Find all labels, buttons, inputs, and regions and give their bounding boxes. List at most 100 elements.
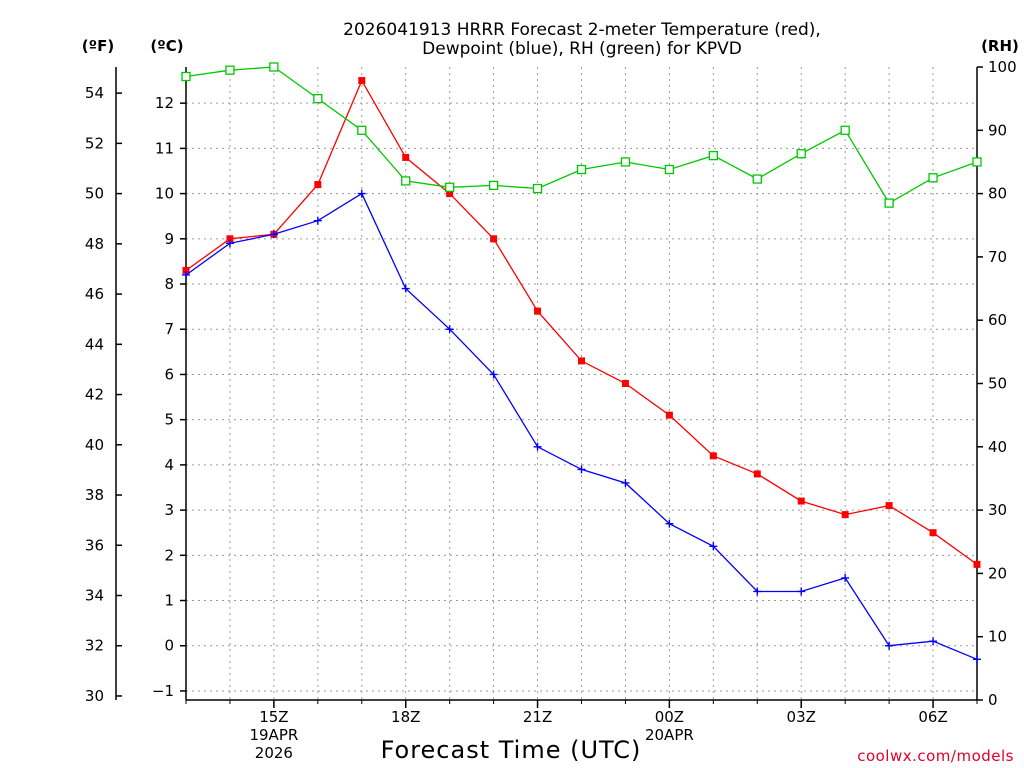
rh-point [928, 173, 938, 183]
temperature-point [358, 77, 366, 85]
chart-title: 2026041913 HRRR Forecast 2-meter Tempera… [343, 20, 821, 59]
fahrenheit-tick-label: 52 [85, 134, 104, 152]
axes: −101234567891011123032343638404244464850… [85, 58, 1017, 762]
grid-lines [185, 67, 978, 700]
celsius-tick-label: 2 [164, 546, 174, 564]
dewpoint-point [753, 587, 762, 596]
temperature-point [753, 470, 761, 478]
rh-point [225, 65, 235, 75]
x-tick-label: 2026 [255, 744, 293, 762]
dewpoint-point [533, 442, 542, 451]
dewpoint-point [577, 465, 586, 474]
rh-point [972, 157, 982, 167]
rh-point [752, 174, 762, 184]
temperature-point [314, 181, 322, 189]
rh-point [181, 71, 191, 82]
fahrenheit-tick-label: 48 [85, 235, 104, 253]
celsius-tick-label: 3 [164, 501, 174, 519]
rh-tick-label: 60 [988, 311, 1007, 329]
temperature-point [665, 411, 673, 419]
rh-tick-label: 40 [988, 438, 1007, 456]
celsius-tick-label: 11 [155, 139, 174, 157]
rh-point [708, 150, 718, 161]
rh-tick-label: 0 [988, 691, 998, 709]
rh-tick-label: 80 [988, 185, 1007, 203]
temperature-point [797, 497, 805, 505]
rh-point [576, 164, 587, 175]
rh-point [664, 164, 675, 175]
x-tick-label: 19APR [249, 726, 298, 744]
rh-point [620, 157, 631, 167]
temperature-point [534, 307, 542, 315]
celsius-tick-label: 9 [164, 230, 174, 248]
rh-tick-label: 20 [988, 564, 1007, 582]
rh-tick-label: 10 [988, 628, 1007, 646]
dewpoint-point [621, 478, 630, 487]
fahrenheit-tick-label: 38 [85, 486, 104, 504]
rh-tick-label: 50 [988, 375, 1007, 393]
celsius-tick-label: 0 [164, 637, 174, 655]
x-axis-title: Forecast Time (UTC) [381, 736, 642, 764]
rh-point [840, 125, 850, 135]
dewpoint-point [973, 655, 981, 664]
x-tick-label: 06Z [918, 708, 947, 726]
celsius-tick-label: −1 [152, 682, 174, 700]
title-line-2: Dewpoint (blue), RH (green) for KPVD [422, 39, 742, 59]
temperature-point [578, 357, 585, 365]
dewpoint-point [401, 284, 410, 293]
dewpoint-point [445, 325, 454, 334]
rh-tick-label: 70 [988, 248, 1007, 266]
fahrenheit-tick-label: 34 [85, 587, 104, 605]
fahrenheit-tick-label: 46 [85, 285, 104, 303]
celsius-tick-label: 1 [164, 592, 174, 610]
dewpoint-point [357, 189, 366, 198]
x-tick-label: 03Z [787, 708, 816, 726]
celsius-tick-label: 7 [164, 320, 174, 338]
dewpoint-point [797, 587, 806, 596]
fahrenheit-tick-label: 32 [85, 637, 104, 655]
temperature-point [885, 502, 893, 510]
celsius-tick-label: 6 [164, 365, 174, 383]
fahrenheit-unit-label: (ºF) [82, 37, 114, 55]
credit-label: coolwx.com/models [857, 747, 1014, 765]
fahrenheit-tick-label: 42 [85, 386, 104, 404]
dewpoint-point [489, 370, 498, 379]
temperature-point [446, 190, 454, 198]
fahrenheit-tick-label: 30 [85, 687, 104, 705]
rh-point [445, 182, 455, 192]
x-tick-label: 20APR [645, 726, 694, 744]
rh-point [488, 180, 499, 191]
temperature-point [929, 529, 937, 537]
dewpoint-point [225, 239, 234, 248]
rh-point [884, 198, 894, 208]
dewpoint-point [665, 519, 674, 528]
dewpoint-point [841, 573, 850, 582]
temperature-point [709, 452, 717, 460]
dewpoint-point [313, 216, 322, 225]
x-tick-label: 21Z [523, 708, 552, 726]
dewpoint-point [709, 542, 718, 551]
temperature-point [402, 153, 410, 161]
dewpoint-point [885, 641, 894, 650]
rh-tick-label: 30 [988, 501, 1007, 519]
rh-point [532, 183, 543, 194]
x-tick-label: 00Z [655, 708, 684, 726]
temperature-point [973, 560, 981, 568]
temperature-point [841, 511, 849, 519]
celsius-tick-label: 5 [164, 411, 174, 429]
rh-point [401, 176, 411, 186]
fahrenheit-tick-label: 50 [85, 185, 104, 203]
dewpoint-point [929, 637, 938, 646]
rh-tick-label: 90 [988, 121, 1007, 139]
dewpoint-point [182, 270, 190, 279]
celsius-tick-label: 8 [164, 275, 174, 293]
rh-point [357, 125, 367, 135]
temperature-point [226, 235, 234, 243]
fahrenheit-tick-label: 40 [85, 436, 104, 454]
rh-point [796, 149, 806, 159]
rh-unit-label: (RH) [981, 37, 1019, 55]
series-rh [181, 62, 982, 208]
celsius-unit-label: (ºC) [150, 37, 183, 55]
fahrenheit-tick-label: 54 [85, 84, 104, 102]
